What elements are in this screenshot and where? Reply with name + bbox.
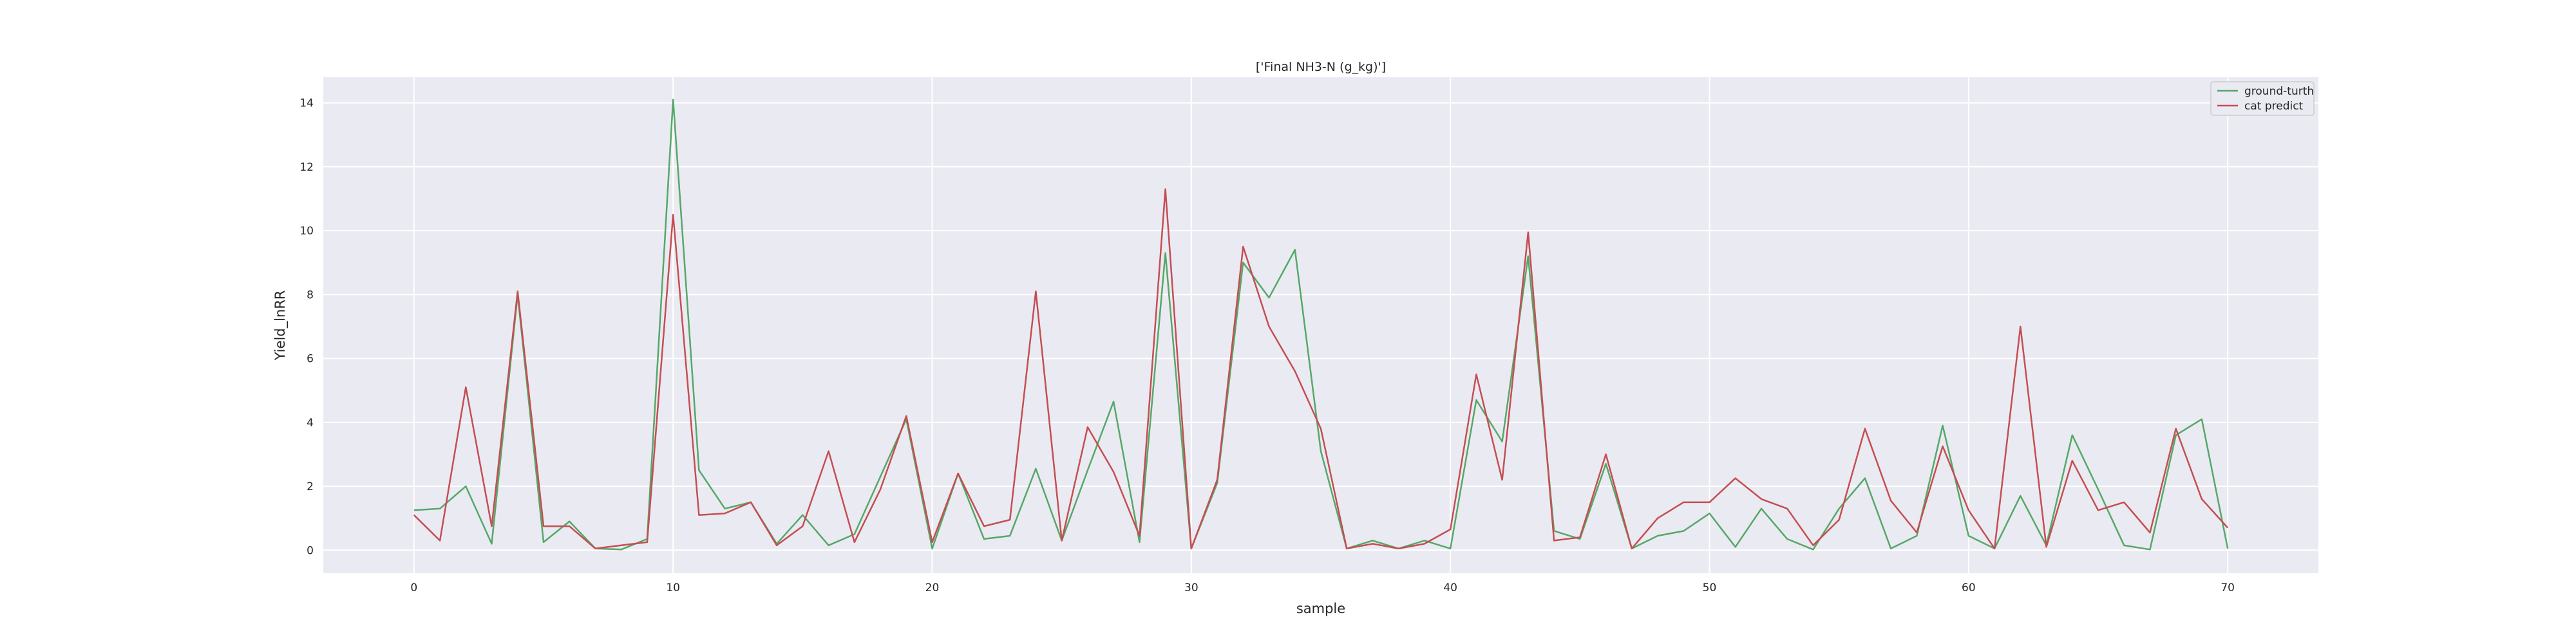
x-tick-label: 20 xyxy=(925,582,940,594)
x-axis-label: sample xyxy=(1296,601,1345,616)
grid xyxy=(323,77,2318,573)
x-tick-label: 30 xyxy=(1184,582,1198,594)
x-tick-label: 60 xyxy=(1962,582,1976,594)
y-axis-label: Yield_lnRR xyxy=(272,290,289,361)
chart-title: ['Final NH3-N (g_kg)'] xyxy=(1256,60,1386,74)
legend-label-cat-predict: cat predict xyxy=(2244,100,2304,113)
x-tick-label: 10 xyxy=(666,582,680,594)
y-tick-label: 10 xyxy=(299,225,314,238)
x-tick-label: 40 xyxy=(1443,582,1457,594)
y-tick-labels: 0 2 4 6 8 10 12 14 xyxy=(299,97,314,558)
series-line-ground-turth xyxy=(413,99,2229,551)
series-line-cat-predict xyxy=(413,188,2229,550)
series-layer xyxy=(413,99,2229,551)
x-tick-labels: 0 10 20 30 40 50 60 70 xyxy=(410,582,2235,594)
x-tick-label: 50 xyxy=(1703,582,1717,594)
plot-area xyxy=(323,77,2318,573)
y-tick-label: 0 xyxy=(307,544,314,557)
x-tick-label: 70 xyxy=(2221,582,2235,594)
legend-label-ground-turth: ground-turth xyxy=(2244,85,2314,98)
legend: ground-turth cat predict xyxy=(2210,81,2315,116)
y-tick-label: 2 xyxy=(307,480,314,493)
y-tick-label: 6 xyxy=(307,353,314,366)
y-tick-label: 4 xyxy=(307,417,314,430)
y-tick-label: 12 xyxy=(299,161,314,174)
y-tick-label: 8 xyxy=(307,289,314,301)
x-tick-label: 0 xyxy=(410,582,417,594)
y-tick-label: 14 xyxy=(299,97,314,110)
